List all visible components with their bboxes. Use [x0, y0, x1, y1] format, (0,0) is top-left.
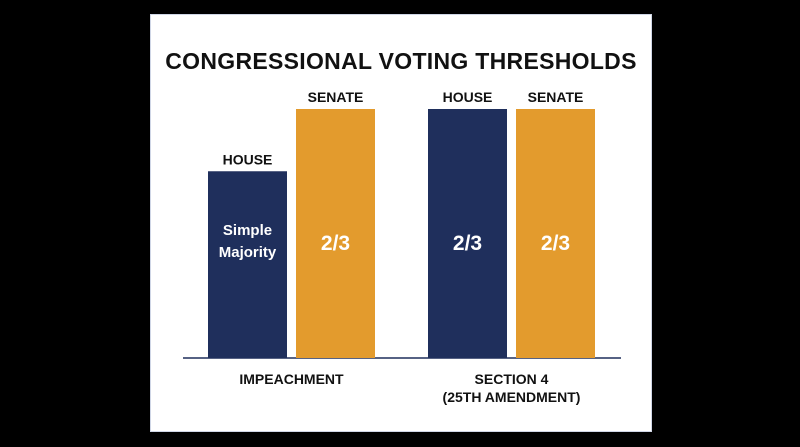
- series-label-senate-1: SENATE: [528, 89, 584, 105]
- data-label-senate-0: 2/3: [321, 232, 350, 255]
- category-label-0: IMPEACHMENT: [239, 371, 344, 387]
- data-label-senate-1: 2/3: [541, 232, 570, 255]
- chart-title: CONGRESSIONAL VOTING THRESHOLDS: [165, 48, 637, 74]
- series-label-senate-0: SENATE: [308, 89, 364, 105]
- data-label-house-0: Simple Majority: [219, 222, 277, 261]
- data-label-house-1: 2/3: [453, 232, 482, 255]
- bar-senate-0: [296, 109, 375, 358]
- series-label-house-1: HOUSE: [443, 89, 493, 105]
- bar-house-0: [208, 171, 287, 358]
- bar-senate-1: [516, 109, 595, 358]
- bar-house-1: [428, 109, 507, 358]
- chart-card: CONGRESSIONAL VOTING THRESHOLDS HOUSE Sim…: [150, 14, 652, 432]
- series-label-house-0: HOUSE: [223, 151, 273, 167]
- bar-chart: HOUSE Simple Majority SENATE 2/3 HOUSE 2/3 SENA…: [183, 89, 621, 359]
- category-label-1: SECTION 4 (25TH AMENDMENT): [442, 371, 581, 405]
